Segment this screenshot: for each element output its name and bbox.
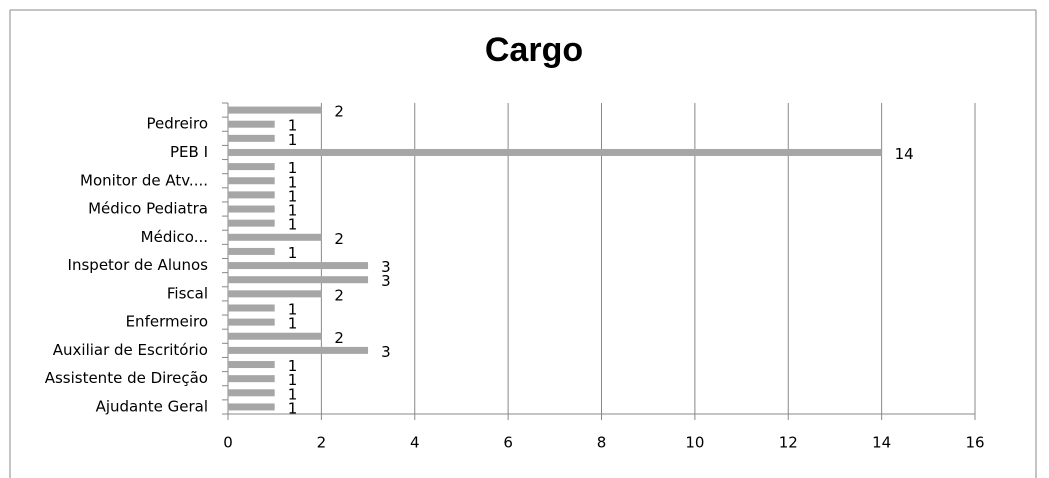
bar [228, 163, 275, 171]
x-tick-label: 0 [223, 434, 233, 452]
value-label: 3 [381, 258, 391, 276]
bar [228, 219, 275, 227]
bar [228, 332, 322, 340]
bar [228, 134, 275, 142]
y-tick-label: Pedreiro [146, 115, 208, 133]
bar [228, 276, 369, 284]
value-label: 1 [288, 131, 298, 149]
x-tick-label: 2 [317, 434, 327, 452]
y-tick-label: Monitor de Atv.... [80, 171, 208, 189]
bar [228, 177, 275, 185]
value-label: 3 [381, 272, 391, 290]
bar [228, 375, 275, 383]
bar [228, 403, 275, 411]
value-label: 2 [334, 286, 344, 304]
value-label: 1 [288, 300, 298, 318]
y-tick-label: Médico... [141, 228, 208, 246]
value-label: 1 [288, 187, 298, 205]
bar [228, 389, 275, 397]
x-tick-label: 16 [965, 434, 984, 452]
x-tick-label: 10 [685, 434, 704, 452]
value-label: 1 [288, 371, 298, 389]
x-tick-label: 8 [597, 434, 607, 452]
value-label: 1 [288, 159, 298, 177]
value-label: 1 [288, 216, 298, 234]
bar [228, 120, 275, 128]
value-label: 2 [334, 329, 344, 347]
x-tick-label: 6 [503, 434, 513, 452]
value-label: 1 [288, 244, 298, 262]
value-label: 2 [334, 230, 344, 248]
bar [228, 361, 275, 369]
bar [228, 106, 322, 114]
value-label: 1 [288, 385, 298, 403]
value-label: 1 [288, 202, 298, 220]
chart-title: Cargo [485, 31, 583, 69]
y-tick-label: Médico Pediatra [88, 200, 208, 218]
y-tick-label: PEB I [170, 143, 208, 161]
bar [228, 262, 369, 270]
bar [228, 318, 275, 326]
value-label: 1 [288, 315, 298, 333]
value-label: 1 [288, 399, 298, 417]
bar [228, 304, 275, 312]
bar [228, 148, 882, 156]
x-tick-label: 14 [872, 434, 891, 452]
value-label: 3 [381, 343, 391, 361]
bar [228, 191, 275, 199]
value-label: 2 [334, 103, 344, 121]
y-tick-label: Fiscal [167, 284, 208, 302]
y-tick-label: Auxiliar de Escritório [53, 341, 208, 359]
y-tick-label: Assistente de Direção [45, 369, 208, 387]
y-tick-label: Ajudante Geral [96, 397, 208, 415]
bar [228, 233, 322, 241]
value-label: 1 [288, 173, 298, 191]
bar [228, 290, 322, 298]
y-tick-label: Enfermeiro [126, 313, 208, 331]
value-label: 14 [895, 145, 914, 163]
x-tick-label: 4 [410, 434, 420, 452]
value-label: 1 [288, 117, 298, 135]
value-label: 1 [288, 357, 298, 375]
bar [228, 346, 369, 354]
y-tick-label: Inspetor de Alunos [68, 256, 209, 274]
bar [228, 247, 275, 255]
x-tick-label: 12 [779, 434, 798, 452]
bar [228, 205, 275, 213]
